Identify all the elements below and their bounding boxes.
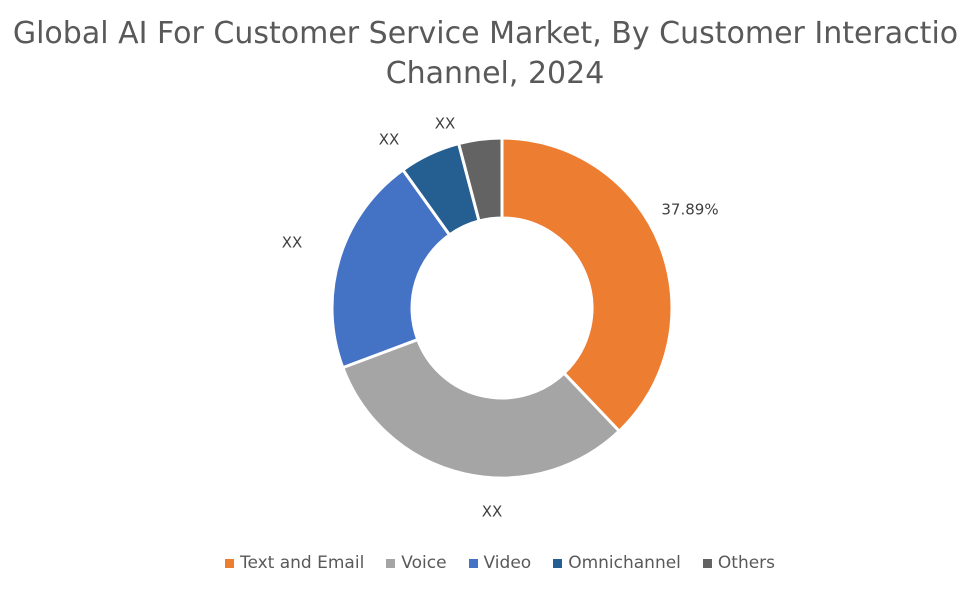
legend-item: Others bbox=[702, 553, 776, 573]
legend-swatch bbox=[468, 558, 478, 568]
legend-label: Others bbox=[717, 553, 776, 573]
chart-title: Global AI For Customer Service Market, B… bbox=[12, 16, 960, 91]
data-label: XX bbox=[282, 234, 303, 252]
legend-item: Text and Email bbox=[224, 553, 365, 573]
data-label: XX bbox=[379, 131, 400, 149]
slice-others bbox=[456, 136, 504, 223]
legend-swatch bbox=[386, 558, 396, 568]
slice-voice bbox=[340, 337, 622, 480]
legend-swatch bbox=[224, 558, 234, 568]
legend-item: Voice bbox=[386, 553, 447, 573]
slice-video bbox=[330, 167, 452, 370]
data-label: XX bbox=[435, 115, 456, 133]
slice-text-and-email bbox=[500, 136, 674, 434]
legend-label: Omnichannel bbox=[568, 553, 681, 573]
legend: Text and Email Voice Video Omnichannel Other… bbox=[0, 553, 960, 573]
legend-label: Video bbox=[483, 553, 532, 573]
legend-item: Omnichannel bbox=[553, 553, 681, 573]
data-label: 37.89% bbox=[661, 201, 718, 219]
legend-swatch bbox=[702, 558, 712, 568]
legend-label: Voice bbox=[401, 553, 447, 573]
data-label: XX bbox=[482, 503, 503, 521]
legend-item: Video bbox=[468, 553, 532, 573]
legend-label: Text and Email bbox=[239, 553, 365, 573]
legend-swatch bbox=[553, 558, 563, 568]
